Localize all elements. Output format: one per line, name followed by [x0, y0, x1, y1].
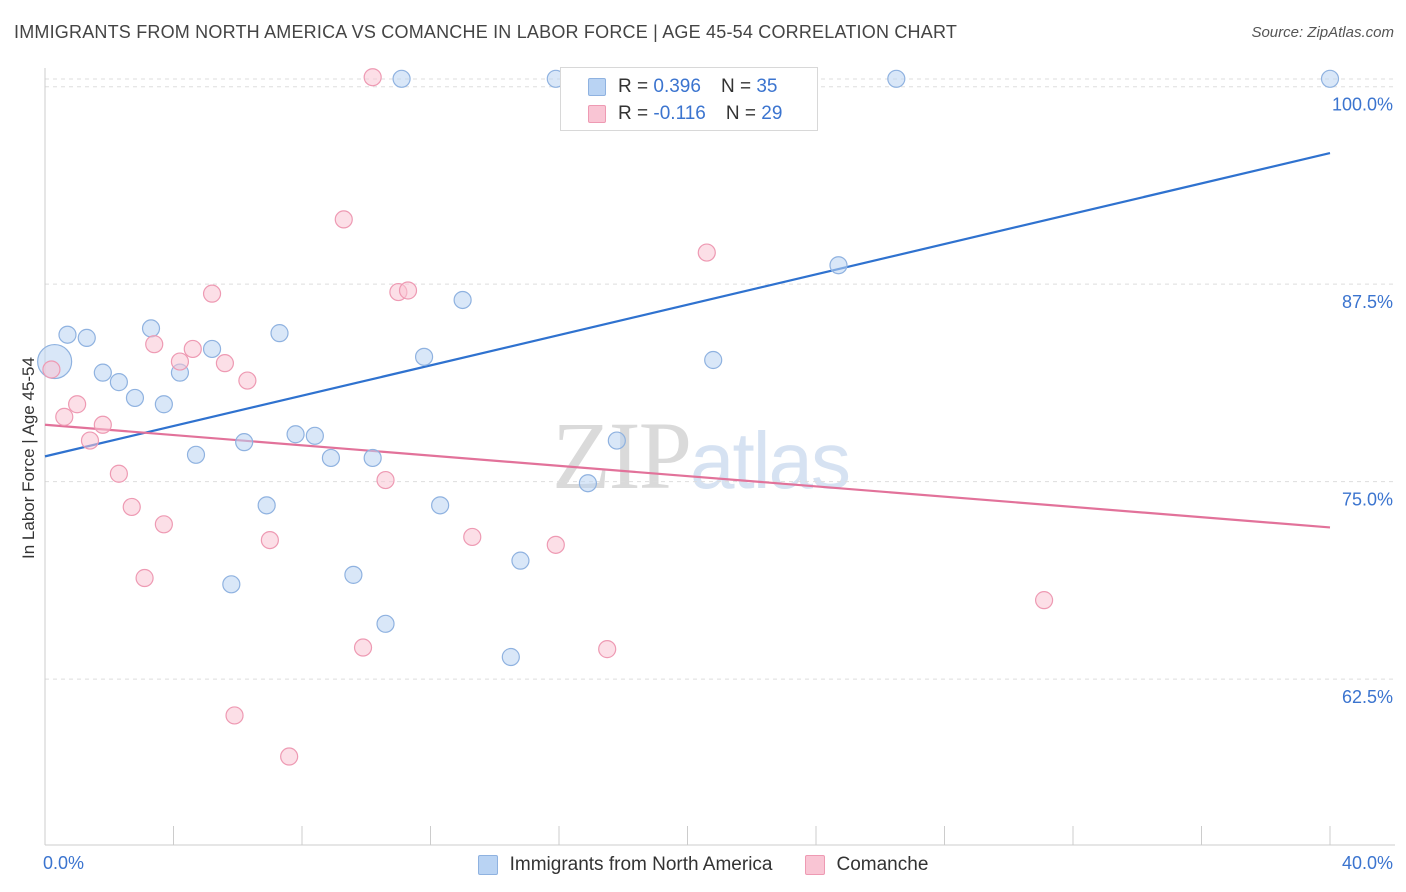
- chart-title: IMMIGRANTS FROM NORTH AMERICA VS COMANCH…: [14, 22, 958, 42]
- comanche-point: [93, 415, 112, 434]
- north-america-point: [77, 328, 96, 347]
- legend-r-label: R =: [618, 103, 649, 124]
- north-america-point: [363, 448, 382, 468]
- north-america-point: [270, 324, 289, 343]
- north-america-point: [607, 431, 626, 450]
- tick-labels: 62.5% 75.0% 87.5% 100.0% 0.0% 40.0% In Labor F…: [19, 95, 1393, 873]
- north-america-point: [58, 325, 77, 344]
- north-america-point: [829, 256, 848, 275]
- comanche-point: [697, 243, 716, 262]
- north-america-point: [376, 614, 395, 633]
- legend-item-north-america[interactable]: Immigrants from North America: [477, 854, 773, 876]
- comanche-point: [353, 638, 373, 657]
- north-america-point: [286, 425, 305, 444]
- data-points: [37, 68, 1340, 766]
- comanche-point: [183, 339, 202, 359]
- y-tick-label: 100.0%: [1332, 95, 1393, 115]
- comanche-point: [280, 747, 299, 766]
- north-america-point: [704, 350, 723, 370]
- legend-swatch-blue: [477, 855, 498, 875]
- trend-lines: [44, 151, 1331, 529]
- comanche-point: [145, 335, 164, 354]
- series-legend: Immigrants from North America Comanche: [0, 852, 1406, 878]
- north-america-point: [501, 647, 520, 667]
- comanche-point: [80, 431, 100, 450]
- legend-item-comanche[interactable]: Comanche: [804, 854, 929, 876]
- north-america-point: [344, 565, 363, 584]
- north-america-point: [453, 290, 472, 310]
- legend-n-label: N =: [720, 76, 752, 97]
- comanche-point: [202, 284, 222, 303]
- comanche-point: [170, 352, 190, 371]
- y-axis-label: In Labor Force | Age 45-54: [19, 357, 38, 559]
- north-america-point: [186, 445, 206, 464]
- x-tick-label: 40.0%: [1342, 853, 1393, 873]
- comanche-point: [260, 530, 279, 550]
- north-america-point: [511, 551, 530, 570]
- north-america-point: [305, 426, 324, 445]
- y-tick-label: 87.5%: [1342, 292, 1393, 312]
- north-america-point: [321, 448, 341, 468]
- north-america-point: [202, 339, 222, 359]
- legend-n-label: N =: [725, 103, 756, 124]
- legend-r-label: R =: [618, 76, 649, 97]
- legend-swatch-blue: [588, 78, 606, 96]
- comanche-point: [135, 568, 154, 588]
- comanche-point: [334, 210, 353, 229]
- legend-r-value: 0.396: [653, 76, 701, 97]
- legend-label: Comanche: [836, 854, 929, 875]
- north-america-point: [125, 388, 145, 408]
- legend-n-value: 35: [756, 76, 778, 97]
- comanche-trend-line: [44, 423, 1331, 529]
- comanche-point: [376, 470, 395, 490]
- legend-r-value: -0.116: [653, 103, 706, 124]
- comanche-point: [398, 281, 418, 300]
- legend-swatch-pink: [588, 105, 606, 123]
- comanche-point: [1034, 591, 1054, 610]
- north-america-point: [222, 575, 241, 594]
- correlation-legend: R = 0.396 N = 35 R = -0.116 N = 29: [560, 67, 818, 131]
- x-tick-label: 0.0%: [43, 853, 84, 873]
- north-america-trend-line: [44, 151, 1331, 458]
- north-america-point: [431, 496, 450, 515]
- y-tick-label: 62.5%: [1342, 687, 1393, 707]
- north-america-point: [109, 373, 128, 392]
- y-tick-label: 75.0%: [1342, 490, 1393, 510]
- north-america-point: [235, 433, 254, 452]
- north-america-point: [1320, 69, 1340, 88]
- comanche-point: [122, 497, 141, 517]
- comanche-point: [225, 706, 244, 725]
- comanche-point: [109, 464, 128, 483]
- source-credit: Source: ZipAtlas.com: [1251, 24, 1394, 41]
- north-america-point: [93, 363, 112, 382]
- legend-n-value: 29: [761, 103, 783, 124]
- legend-label: Immigrants from North America: [509, 854, 773, 875]
- axes: [44, 68, 1395, 846]
- north-america-point: [141, 319, 161, 338]
- comanche-point: [598, 640, 617, 659]
- north-america-point: [392, 69, 411, 88]
- comanche-point: [42, 360, 61, 379]
- comanche-point: [546, 535, 565, 554]
- legend-row-pink: R = -0.116 N = 29: [561, 101, 782, 127]
- north-america-point: [257, 496, 276, 515]
- comanche-point: [55, 407, 74, 426]
- comanche-point: [363, 68, 382, 87]
- comanche-point: [68, 395, 87, 414]
- comanche-point: [154, 515, 173, 534]
- north-america-point: [887, 69, 906, 88]
- legend-swatch-pink: [804, 855, 825, 875]
- legend-row-blue: R = 0.396 N = 35: [561, 74, 777, 100]
- comanche-point: [463, 527, 482, 547]
- comanche-point: [215, 354, 234, 373]
- north-america-point: [414, 347, 434, 366]
- north-america-point: [578, 474, 598, 493]
- north-america-point: [154, 395, 173, 414]
- comanche-point: [238, 371, 257, 390]
